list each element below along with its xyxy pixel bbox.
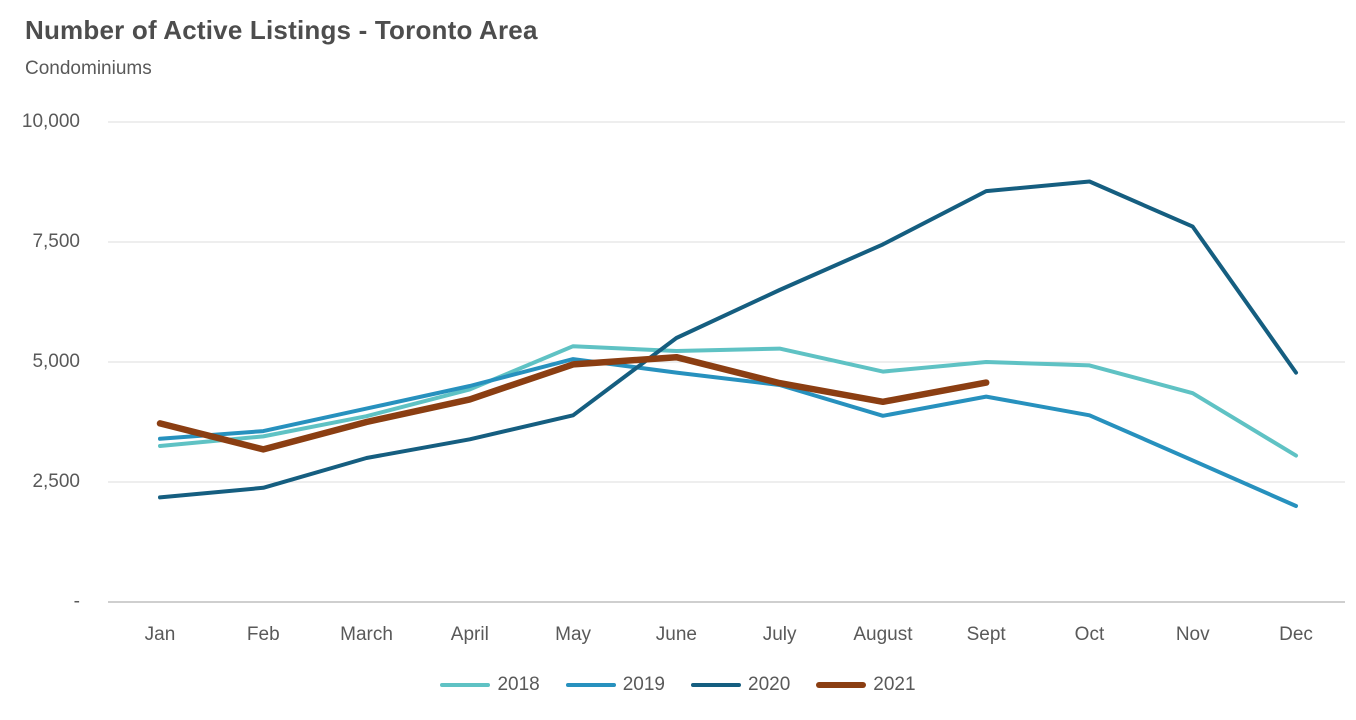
legend-item-2018: 2018 [440, 672, 540, 698]
chart-subtitle: Condominiums [25, 58, 152, 79]
x-axis-tick-label: April [450, 624, 489, 645]
chart-title: Number of Active Listings - Toronto Area [25, 15, 538, 45]
y-axis-tick-label: 7,500 [32, 231, 80, 252]
legend-label: 2021 [873, 674, 916, 695]
x-axis-tick-label: August [853, 624, 913, 645]
x-axis-tick-label: Jan [144, 624, 176, 645]
legend-item-2019: 2019 [565, 672, 665, 698]
x-axis-tick-label: July [762, 624, 797, 645]
series-line-2020 [158, 179, 1298, 500]
legend-swatch-2018 [440, 683, 491, 687]
y-axis-tick-label: 2,500 [32, 471, 80, 492]
legend-item-2020: 2020 [691, 672, 790, 698]
x-axis-tick-label: Nov [1175, 624, 1210, 645]
legend-swatch-2021 [816, 682, 867, 688]
series-line-2019 [158, 357, 1298, 508]
legend-swatch-2019 [565, 683, 616, 687]
x-axis-tick-label: June [655, 624, 697, 645]
x-axis-tick-label: Oct [1074, 624, 1105, 645]
y-axis-tick-label: 10,000 [21, 111, 80, 132]
legend-label: 2019 [622, 674, 665, 695]
y-axis-tick-label: 5,000 [32, 351, 80, 372]
series-line-2018 [158, 344, 1298, 458]
x-axis-tick-label: Sept [966, 624, 1006, 645]
legend-swatch-2020 [691, 683, 741, 687]
series-line-2021 [156, 353, 990, 453]
legend-item-2021: 2021 [816, 672, 916, 698]
x-axis-tick-label: March [340, 624, 393, 645]
y-axis-tick-label: - [73, 591, 80, 612]
x-axis-tick-label: May [555, 624, 592, 645]
chart-legend: 2018 2019 2020 2021 [0, 672, 1356, 698]
legend-label: 2018 [497, 674, 540, 695]
legend-label: 2020 [748, 674, 791, 695]
x-axis-tick-label: Feb [246, 624, 280, 645]
x-axis-tick-label: Dec [1279, 624, 1313, 645]
